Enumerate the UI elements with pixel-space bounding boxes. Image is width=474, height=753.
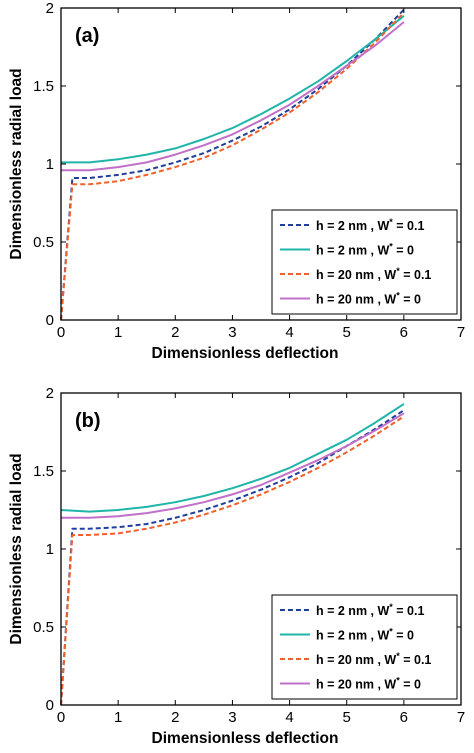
legend-entry-4: h = 20 nm , W* = 0 (316, 676, 421, 692)
series-line-1 (60, 8, 405, 321)
legend-text-superscript: * (389, 602, 393, 612)
legend-text-main: h = 2 nm , W (316, 244, 389, 258)
legend-entry-1: h = 2 nm , W* = 0.1 (316, 602, 424, 618)
y-tick-label: 2 (46, 0, 54, 17)
x-tick-label: 3 (228, 324, 236, 341)
legend-text-value: = 0 (393, 244, 414, 258)
legend: h = 2 nm , W* = 0.1h = 2 nm , W* = 0h = … (271, 594, 458, 700)
x-tick-label: 2 (171, 709, 179, 726)
legend-text-value: = 0 (400, 293, 421, 307)
x-tick-label: 5 (343, 324, 351, 341)
y-tick-label: 0 (46, 312, 54, 329)
chart-panel-a: 0 1 2 3 4 5 6 7 0 0.5 1 1.5 2 (a) Dimensionless defl… (8, 0, 465, 362)
legend-text-value: = 0 (393, 629, 414, 643)
y-tick-label: 1.5 (33, 78, 54, 95)
x-axis-title: Dimensionless deflection (152, 730, 339, 747)
x-tick-label: 1 (114, 324, 122, 341)
x-tick-label: 6 (400, 709, 408, 726)
legend-text-value: = 0.1 (393, 604, 425, 618)
legend-text-main: h = 20 nm , W (316, 653, 396, 667)
y-tick-label: 0.5 (33, 619, 54, 636)
series-line-3 (60, 12, 405, 321)
series-line-4 (61, 412, 405, 519)
x-tick-label: 7 (457, 709, 465, 726)
y-tick-label: 1 (46, 156, 54, 173)
legend: h = 2 nm , W* = 0.1h = 2 nm , W* = 0h = … (271, 209, 458, 315)
y-tick-label: 0 (46, 697, 54, 714)
legend-text-value: = 0.1 (400, 268, 432, 282)
y-tick-label: 1.5 (33, 463, 54, 480)
x-tick-label: 3 (228, 709, 236, 726)
series-line-2 (60, 403, 405, 513)
x-tick-label: 7 (457, 324, 465, 341)
series-layer (60, 8, 405, 321)
legend-text-superscript: * (389, 217, 393, 227)
legend-text-superscript: * (396, 291, 400, 301)
x-tick-label: 0 (57, 709, 65, 726)
legend-text-main: h = 2 nm , W (316, 629, 389, 643)
x-tick-label: 0 (57, 324, 65, 341)
legend-text-superscript: * (389, 242, 393, 252)
panel-label: (b) (75, 410, 101, 432)
legend-entry-4: h = 20 nm , W* = 0 (316, 291, 421, 307)
series-line-3 (60, 415, 405, 706)
legend-entry-3: h = 20 nm , W* = 0.1 (316, 651, 431, 667)
chart-panel-b: 0 1 2 3 4 5 6 7 0 0.5 1 1.5 2 (b) Dimensionless defl… (8, 385, 465, 747)
y-axis-title: Dimensionless radial load (8, 68, 25, 259)
series-line-4 (61, 21, 405, 172)
legend-entry-3: h = 20 nm , W* = 0.1 (316, 266, 431, 282)
legend-text-superscript: * (396, 651, 400, 661)
legend-text-main: h = 2 nm , W (316, 604, 389, 618)
y-tick-label: 1 (46, 541, 54, 558)
legend-text-value: = 0.1 (393, 219, 425, 233)
x-tick-label: 2 (171, 324, 179, 341)
y-tick-label: 2 (46, 385, 54, 402)
series-line-2 (61, 15, 405, 164)
legend-text-main: h = 20 nm , W (316, 293, 396, 307)
legend-text-main: h = 20 nm , W (316, 678, 396, 692)
legend-text-value: = 0 (400, 678, 421, 692)
ticks-layer: 0 1 2 3 4 5 6 7 0 0.5 1 1.5 2 (33, 385, 465, 726)
legend-entry-1: h = 2 nm , W* = 0.1 (316, 217, 424, 233)
x-tick-label: 6 (400, 324, 408, 341)
plot-frame (60, 392, 462, 706)
plot-frame (60, 7, 462, 321)
series-layer (60, 403, 405, 706)
legend-text-superscript: * (396, 676, 400, 686)
legend-text-main: h = 20 nm , W (316, 268, 396, 282)
legend-text-value: = 0.1 (400, 653, 432, 667)
y-axis-title: Dimensionless radial load (8, 453, 25, 644)
legend-entry-2: h = 2 nm , W* = 0 (316, 242, 414, 258)
x-tick-label: 4 (285, 709, 293, 726)
x-tick-label: 1 (114, 709, 122, 726)
legend-box (271, 594, 458, 700)
x-tick-label: 5 (343, 709, 351, 726)
x-tick-label: 4 (285, 324, 293, 341)
legend-entry-2: h = 2 nm , W* = 0 (316, 627, 414, 643)
legend-text-superscript: * (389, 627, 393, 637)
y-tick-label: 0.5 (33, 234, 54, 251)
legend-text-superscript: * (396, 266, 400, 276)
panel-label: (a) (75, 25, 99, 47)
x-axis-title: Dimensionless deflection (152, 345, 339, 362)
legend-box (271, 209, 458, 315)
legend-text-main: h = 2 nm , W (316, 219, 389, 233)
